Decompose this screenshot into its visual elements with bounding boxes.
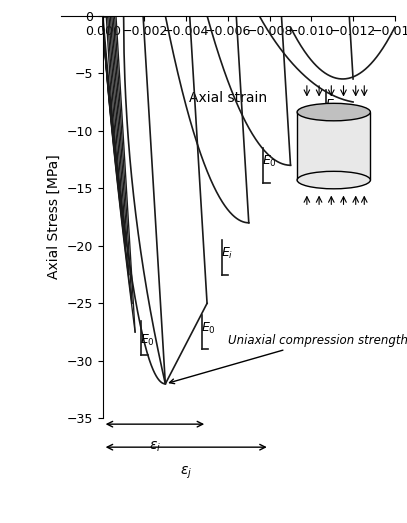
Polygon shape: [297, 112, 370, 180]
Y-axis label: Axial Stress [MPa]: Axial Stress [MPa]: [47, 155, 61, 279]
Text: $E_0$: $E_0$: [140, 333, 155, 348]
Text: $\varepsilon_j$: $\varepsilon_j$: [180, 464, 192, 481]
Text: $E_j$: $E_j$: [325, 97, 337, 114]
Ellipse shape: [297, 172, 370, 189]
Text: $E_0$: $E_0$: [201, 321, 216, 336]
Text: Uniaxial compression strength: Uniaxial compression strength: [169, 334, 407, 384]
Ellipse shape: [297, 104, 370, 121]
X-axis label: Axial strain: Axial strain: [189, 91, 267, 105]
Text: $E_i$: $E_i$: [221, 246, 233, 262]
Text: $E_0$: $E_0$: [263, 154, 277, 169]
Text: $\varepsilon_i$: $\varepsilon_i$: [149, 439, 161, 453]
